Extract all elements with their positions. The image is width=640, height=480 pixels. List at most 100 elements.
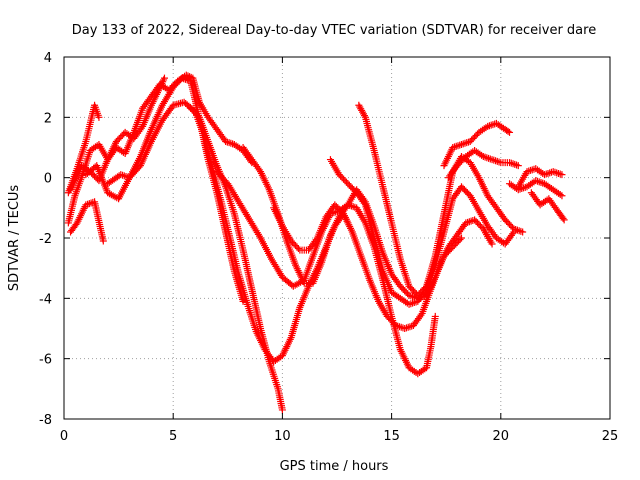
- series-track-4: [67, 198, 107, 245]
- series-track-16: [506, 177, 566, 200]
- plus-marker: [409, 299, 417, 307]
- series-track-7: [187, 104, 286, 414]
- plus-marker: [544, 169, 552, 177]
- plus-marker: [530, 165, 538, 173]
- plus-marker: [495, 158, 503, 166]
- series-track-15: [514, 165, 566, 191]
- plus-marker: [556, 170, 564, 178]
- plus-marker: [558, 192, 566, 200]
- plus-marker: [488, 240, 496, 248]
- plus-marker: [542, 170, 550, 178]
- plus-marker: [533, 177, 541, 185]
- plus-marker: [509, 160, 517, 168]
- plus-marker: [401, 325, 409, 332]
- y-tick-label: -2: [39, 232, 52, 247]
- x-tick-label: 25: [602, 429, 619, 444]
- plus-marker: [182, 71, 190, 79]
- x-axis-label: GPS time / hours: [280, 459, 389, 474]
- plus-marker: [491, 120, 499, 128]
- series-track-5: [82, 74, 247, 305]
- plus-marker: [349, 203, 357, 211]
- plus-marker: [515, 227, 523, 235]
- y-tick-label: -8: [39, 413, 52, 428]
- plus-marker: [554, 169, 562, 177]
- plus-marker: [514, 162, 522, 170]
- plus-marker: [459, 140, 467, 148]
- series-track-13: [440, 119, 514, 170]
- plus-marker: [454, 142, 462, 150]
- plus-marker: [519, 228, 527, 236]
- plus-marker: [137, 124, 145, 132]
- plus-marker: [312, 236, 320, 244]
- plus-marker: [404, 323, 412, 331]
- series-track-14: [444, 147, 522, 182]
- plus-marker: [360, 112, 368, 120]
- plus-marker: [486, 155, 494, 163]
- plus-marker: [517, 227, 525, 235]
- plus-marker: [456, 236, 464, 244]
- plus-marker: [492, 157, 500, 165]
- x-tick-label: 20: [493, 429, 510, 444]
- plus-marker: [397, 323, 405, 331]
- x-tick-label: 15: [383, 429, 400, 444]
- plus-marker: [490, 156, 498, 164]
- plus-marker: [120, 172, 128, 180]
- plus-marker: [431, 312, 439, 320]
- plus-marker: [488, 156, 496, 164]
- plus-marker: [421, 284, 429, 292]
- plus-marker: [504, 127, 512, 135]
- plus-marker: [511, 160, 519, 168]
- y-tick-label: 2: [44, 111, 52, 126]
- plus-marker: [560, 216, 568, 224]
- chart-title: Day 133 of 2022, Sidereal Day-to-day VTE…: [72, 23, 596, 38]
- plus-marker: [160, 74, 168, 82]
- plus-marker: [558, 171, 566, 179]
- plus-marker: [551, 168, 559, 176]
- plus-marker: [457, 140, 465, 148]
- series-track-12: [355, 101, 527, 299]
- plus-marker: [553, 169, 561, 177]
- plus-marker: [99, 237, 107, 245]
- plus-marker: [360, 199, 368, 207]
- plus-marker: [546, 169, 554, 177]
- series-track-3: [67, 71, 256, 194]
- series-track-11: [326, 156, 518, 308]
- plus-marker: [456, 141, 464, 149]
- plus-marker: [255, 166, 263, 174]
- y-axis-label: SDTVAR / TECUs: [7, 185, 22, 292]
- series-track-8: [213, 168, 439, 378]
- plus-marker: [461, 139, 469, 147]
- plus-marker: [485, 154, 493, 162]
- y-tick-label: 0: [44, 172, 52, 187]
- x-tick-label: 10: [274, 429, 291, 444]
- y-tick-label: 4: [44, 51, 52, 66]
- plus-marker: [509, 230, 517, 238]
- plus-marker: [417, 311, 425, 319]
- plus-marker: [493, 157, 501, 165]
- data-markers: [64, 71, 568, 414]
- series-track-2: [64, 74, 168, 227]
- plus-marker: [527, 166, 535, 174]
- series-track-17: [527, 189, 568, 224]
- plus-marker: [507, 159, 515, 167]
- plus-marker: [402, 324, 410, 332]
- plus-marker: [407, 300, 415, 308]
- plus-marker: [343, 203, 351, 211]
- plus-marker: [506, 128, 514, 136]
- y-tick-label: -6: [39, 353, 52, 368]
- plus-marker: [294, 245, 302, 253]
- plus-marker: [513, 161, 521, 169]
- plus-marker: [535, 178, 543, 186]
- plus-marker: [457, 234, 465, 242]
- axes: 0 5 10 15 20 25 -8 -6 -4 -2 0 2 4: [39, 51, 618, 444]
- x-tick-label: 0: [60, 429, 68, 444]
- plus-marker: [95, 113, 103, 121]
- x-tick-label: 5: [169, 429, 177, 444]
- grid-lines: [64, 57, 610, 419]
- plus-marker: [194, 112, 202, 120]
- plus-marker: [549, 168, 557, 176]
- y-tick-label: -4: [39, 292, 52, 307]
- plus-marker: [278, 406, 286, 414]
- plus-marker: [559, 214, 567, 222]
